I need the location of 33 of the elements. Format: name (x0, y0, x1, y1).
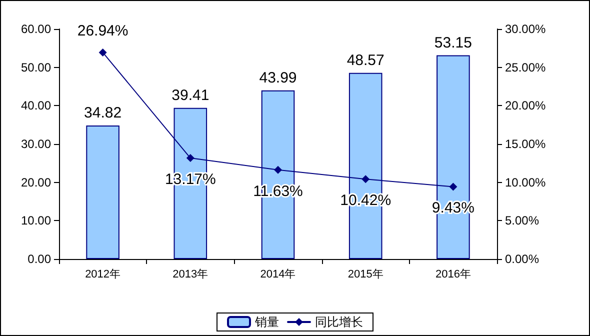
y2-tick-label: 10.00% (505, 175, 546, 190)
y2-tick-label: 15.00% (505, 137, 546, 151)
y2-tick-label: 5.00% (505, 214, 540, 228)
y-tick-label: 50.00 (20, 60, 52, 74)
y-tick-label: 60.00 (20, 22, 52, 36)
x-tick-label: 2014年 (260, 268, 296, 280)
y2-tick-label: 30.00% (505, 22, 546, 36)
y-tick-label: 40.00 (20, 98, 52, 113)
point (362, 175, 370, 184)
legend-label: 同比增长 (315, 315, 363, 329)
y-tick-label: 30.00 (20, 137, 52, 151)
point (449, 182, 458, 191)
data-label: 48.57 (346, 52, 384, 69)
y2-tick-label: 20.00% (505, 98, 546, 113)
legend-label: 销量 (254, 315, 279, 329)
point (98, 48, 107, 56)
bar (86, 126, 120, 259)
data-label: 34.82 (84, 104, 122, 122)
x-tick-label: 2015年 (348, 268, 384, 280)
y-tick-label: 10.00 (20, 214, 52, 228)
y-tick-label: 20.00 (20, 175, 52, 190)
x-tick-label: 2013年 (172, 268, 208, 280)
data-label: 43.99 (259, 69, 297, 86)
x-tick-label: 2012年 (85, 268, 121, 280)
y2-tick-label: 0.00% (505, 252, 540, 266)
data-label: 53.15 (434, 34, 472, 52)
y2-tick-label: 25.00% (505, 60, 546, 74)
data-label: 26.94% (77, 22, 128, 40)
y-tick-label: 0.00 (28, 252, 52, 266)
x-tick-label: 2016年 (435, 268, 471, 280)
point (186, 154, 194, 162)
point (274, 166, 282, 174)
data-label: 39.41 (172, 86, 210, 104)
